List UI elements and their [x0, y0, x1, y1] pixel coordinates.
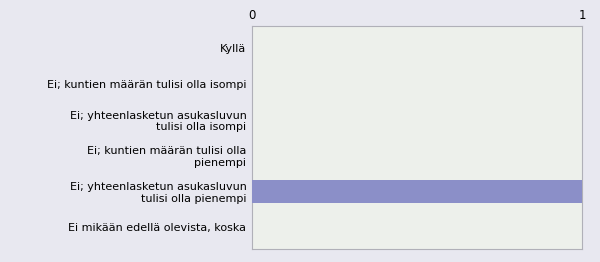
Bar [252, 180, 582, 203]
